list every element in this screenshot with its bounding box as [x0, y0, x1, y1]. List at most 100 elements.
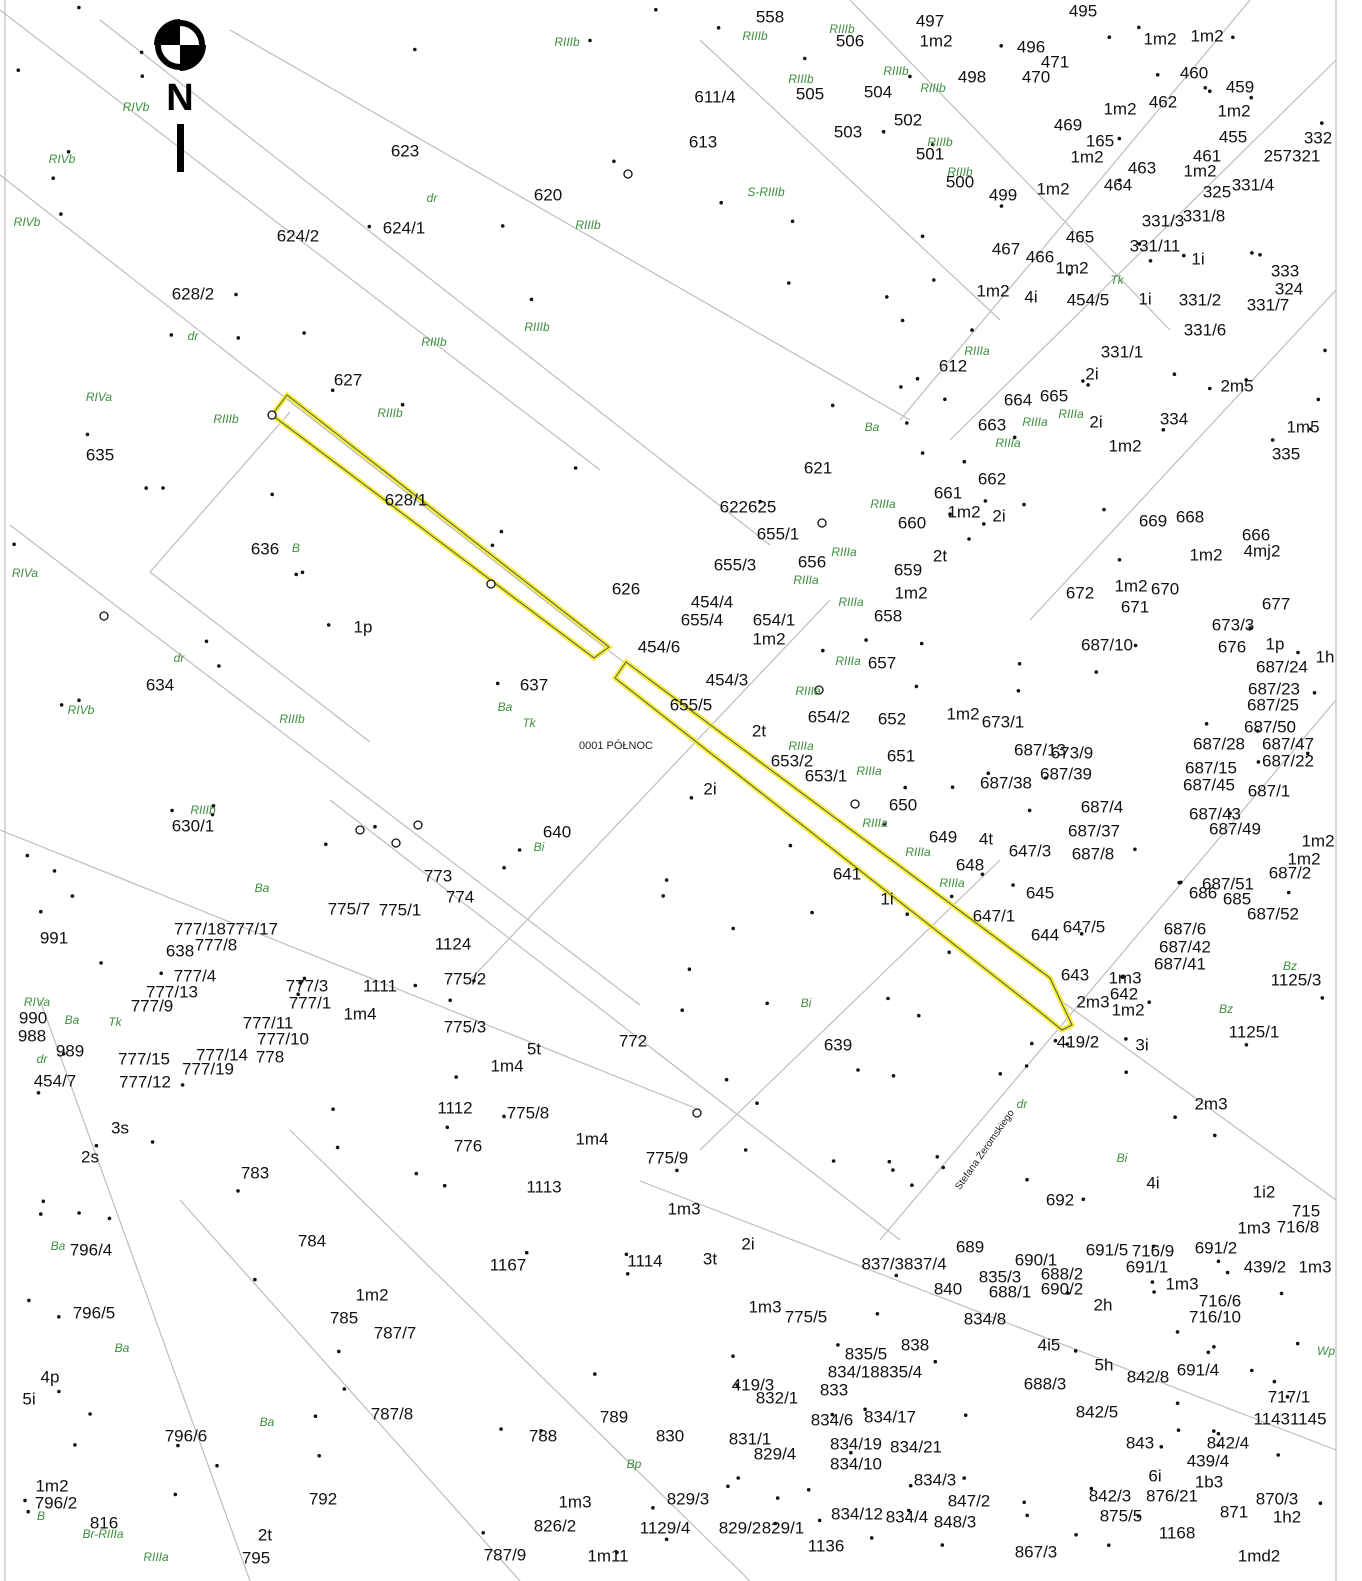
survey-point	[719, 200, 723, 205]
parcel-number: 1b3	[1195, 1472, 1223, 1491]
survey-point	[442, 1183, 447, 1188]
survey-point	[57, 1315, 61, 1319]
parcel-number: 834/21	[890, 1437, 942, 1456]
parcel-number: 687/28	[1193, 734, 1245, 753]
parcel-number: 11431145	[1253, 1409, 1326, 1428]
parcel-number: 1m2	[1189, 545, 1222, 564]
survey-point	[1065, 1291, 1070, 1295]
survey-point	[1137, 25, 1141, 30]
parcel-number: 1m2	[946, 704, 979, 723]
parcel-number: 2i	[1085, 364, 1098, 383]
parcel-number: 677	[1262, 594, 1290, 613]
boundary-marker	[486, 579, 496, 589]
parcel-number: 687/50	[1244, 717, 1296, 736]
parcel-number: 502	[894, 110, 922, 129]
parcel-number: 500	[946, 172, 974, 191]
parcel-number: 498	[958, 67, 986, 86]
parcel-number: 332	[1304, 128, 1332, 147]
land-class: RIIIa	[793, 573, 819, 587]
land-class: Ba	[51, 1239, 66, 1253]
survey-point	[856, 1068, 860, 1072]
parcel-number: 1m2	[1183, 161, 1216, 180]
parcel-number: 687/22	[1262, 751, 1314, 770]
survey-point	[1203, 86, 1208, 90]
parcel-number: 778	[256, 1047, 284, 1066]
parcel-number: 837/3837/4	[861, 1254, 946, 1273]
survey-point	[875, 1312, 880, 1316]
survey-point	[1022, 502, 1026, 507]
parcel-number: 613	[689, 132, 717, 151]
parcel-number: 647/1	[973, 906, 1016, 925]
parcel-number: 652	[878, 709, 906, 728]
parcel-number: 1113	[526, 1177, 561, 1196]
land-class: RIIIa	[143, 1550, 169, 1564]
parcel-number: 1136	[808, 1536, 845, 1555]
parcel-number: 654/1	[753, 610, 796, 629]
parcel-number: 1m2	[1108, 436, 1141, 455]
parcel-number: 831/1	[729, 1429, 772, 1448]
survey-point	[41, 1199, 46, 1204]
parcel-number: 687/51	[1202, 874, 1254, 893]
survey-point	[1175, 1330, 1180, 1334]
survey-point	[1316, 397, 1321, 402]
parcel-number: 687/41	[1154, 954, 1206, 973]
parcel-number: 834/19	[830, 1434, 882, 1453]
parcel-number: 777/19	[182, 1059, 234, 1078]
parcel-number: 829/4	[754, 1444, 797, 1463]
parcel-number: 655/5	[670, 695, 713, 714]
parcel-number: 687/13	[1014, 740, 1066, 759]
parcel-number: 640	[543, 822, 571, 841]
survey-point	[1074, 1533, 1078, 1537]
survey-point	[680, 1008, 684, 1012]
survey-point	[891, 1168, 895, 1172]
parcel-number: 634	[146, 675, 174, 694]
parcel-number: 503	[834, 122, 862, 141]
parcel-number: 636	[251, 539, 279, 558]
survey-point	[302, 331, 306, 335]
survey-point	[806, 1488, 811, 1492]
survey-point	[373, 824, 377, 829]
survey-point	[300, 570, 305, 575]
parcel-number: 1125/1	[1229, 1022, 1280, 1041]
land-class: S-RIIIb	[747, 185, 785, 199]
parcel-number: 649	[929, 827, 957, 846]
parcel-number: 787/7	[374, 1323, 417, 1342]
survey-point	[1012, 435, 1017, 440]
parcel-number: 661	[934, 483, 962, 502]
survey-point	[1250, 251, 1254, 255]
parcel-number: 662	[978, 469, 1006, 488]
land-class: Bi	[1117, 1151, 1128, 1165]
parcel-number: 628/2	[172, 284, 215, 303]
survey-point	[330, 388, 335, 393]
survey-point	[1279, 1291, 1284, 1296]
parcel-number: 777/10	[257, 1029, 309, 1048]
parcel-number: 454/3	[706, 670, 749, 689]
survey-point	[502, 1114, 506, 1119]
survey-point	[324, 842, 328, 847]
parcel-number: 651	[887, 746, 915, 765]
parcel-number: 687/38	[980, 773, 1032, 792]
boundary-marker	[267, 410, 277, 420]
survey-point	[1208, 89, 1212, 93]
parcel-number: 775/9	[646, 1148, 689, 1167]
survey-point	[88, 1412, 92, 1416]
survey-point	[1155, 73, 1160, 77]
land-class: RIIIa	[862, 816, 888, 830]
parcel-number: 644	[1031, 925, 1059, 944]
survey-point	[302, 976, 307, 981]
parcel-number: 830	[656, 1426, 684, 1445]
survey-point	[919, 641, 924, 646]
boundary-marker	[817, 518, 827, 528]
survey-point	[1086, 383, 1090, 387]
parcel-number: 454/4	[691, 592, 734, 611]
survey-point	[161, 486, 165, 490]
survey-point	[588, 38, 592, 43]
parcel-edge	[271, 394, 610, 659]
parcel-number: 1125/3	[1271, 970, 1322, 989]
survey-point	[999, 204, 1004, 208]
parcel-number: 671	[1121, 597, 1149, 616]
land-class: RIIIb	[575, 218, 601, 232]
parcel-number: 1m2	[1055, 258, 1088, 277]
land-class: RIIIa	[870, 497, 896, 511]
land-class: RIIIb	[742, 29, 768, 43]
